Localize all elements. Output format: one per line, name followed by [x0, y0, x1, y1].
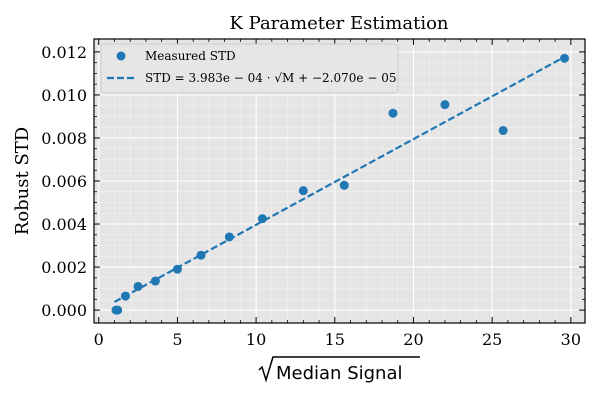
- legend: Measured STD STD = 3.983e − 04 · √M + −2…: [100, 43, 399, 94]
- data-point: [257, 214, 267, 224]
- y-tick-label: 0.010: [41, 86, 87, 105]
- x-tick-label: 15: [325, 330, 345, 349]
- x-tick-label: 0: [94, 330, 104, 349]
- y-tick-label: 0.008: [41, 129, 87, 148]
- data-point: [224, 232, 234, 242]
- legend-box: [100, 43, 399, 94]
- x-tick-label: 20: [403, 330, 423, 349]
- y-tick-label: 0.002: [41, 258, 87, 277]
- data-point: [120, 291, 130, 301]
- sqrt-symbol-icon: [258, 356, 420, 383]
- data-point: [133, 281, 143, 291]
- data-point: [172, 264, 182, 274]
- fit-line-layer: [113, 55, 566, 303]
- legend-label-fit: STD = 3.983e − 04 · √M + −2.070e − 05: [145, 71, 396, 85]
- y-tick-label: 0.012: [41, 43, 87, 62]
- data-point: [339, 180, 349, 190]
- x-axis-label: Median Signal: [276, 363, 402, 384]
- y-axis-label: Robust STD: [12, 127, 33, 235]
- y-tick-label: 0.004: [41, 215, 87, 234]
- y-tick-label: 0.006: [41, 172, 87, 191]
- data-point: [196, 250, 206, 260]
- x-axis-label-group: Median Signal: [258, 356, 420, 384]
- x-tick-label: 5: [172, 330, 182, 349]
- data-point: [388, 108, 398, 118]
- data-point: [113, 305, 123, 315]
- y-tick-label: 0.000: [41, 301, 87, 320]
- data-point: [440, 100, 450, 110]
- legend-label-measured: Measured STD: [145, 49, 236, 63]
- legend-marker-measured: [116, 51, 126, 61]
- x-tick-label: 25: [482, 330, 502, 349]
- data-point: [560, 53, 570, 63]
- plot-frame: [93, 38, 586, 324]
- x-tick-label: 30: [561, 330, 581, 349]
- data-point: [150, 276, 160, 286]
- data-points: [111, 53, 570, 315]
- fit-line: [113, 55, 566, 303]
- chart-title: K Parameter Estimation: [229, 13, 448, 34]
- data-point: [498, 125, 508, 135]
- y-axis-label-group: Robust STD: [12, 127, 33, 235]
- data-point: [298, 186, 308, 196]
- x-tick-label: 10: [246, 330, 266, 349]
